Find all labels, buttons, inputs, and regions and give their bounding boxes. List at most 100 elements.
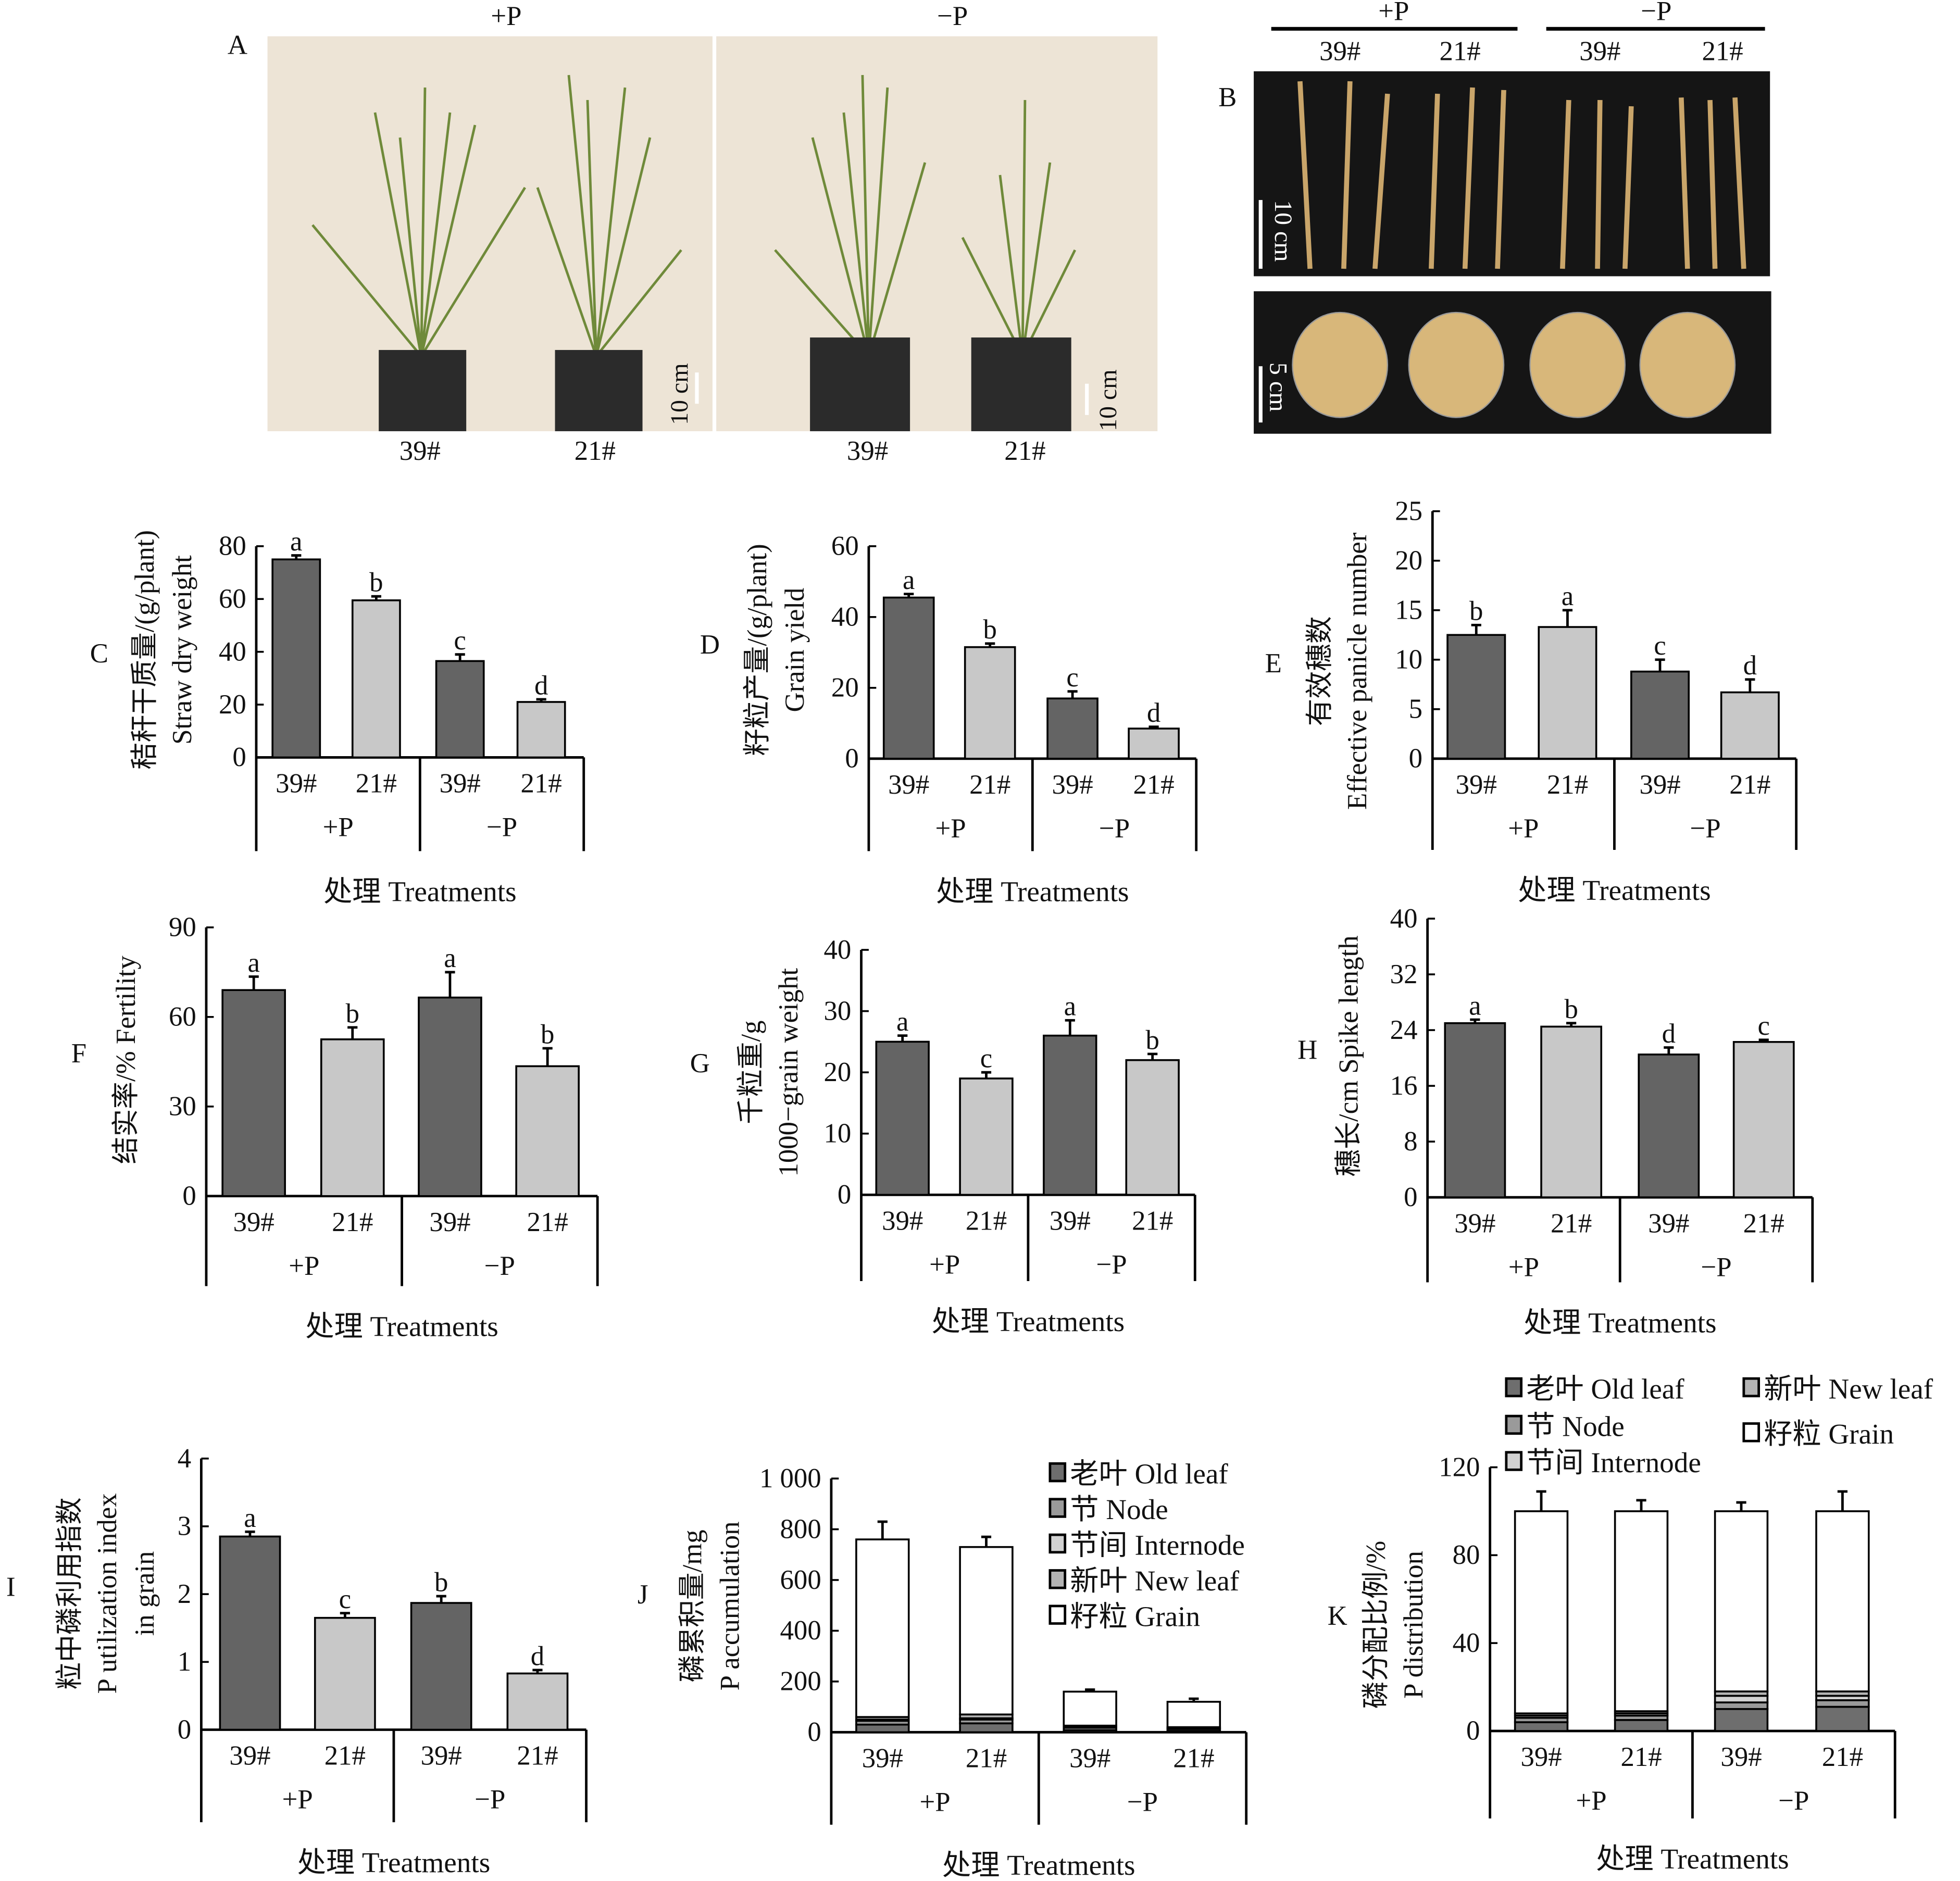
y-tick-label: 0 [1409, 744, 1422, 774]
bar-segment-old-leaf [855, 1723, 910, 1734]
significance-letter: a [290, 526, 302, 557]
x-tick-label: 39# [862, 1744, 903, 1774]
bar [1128, 728, 1180, 760]
bar-segment-node [1714, 1701, 1769, 1710]
legend-label: 籽粒 Grain [1070, 1600, 1200, 1632]
x-tick-label: 39# [1639, 770, 1680, 800]
chart-panel-j: J 0 200 400 600 800 1 000 39# 21# 39# 21# +P −P 处理 Tr… [638, 1458, 1248, 1881]
y-tick-label: 600 [780, 1565, 821, 1595]
bar-segment-old-leaf [1514, 1721, 1569, 1732]
panel-letter: J [638, 1579, 648, 1610]
y-tick-label: 1 [178, 1647, 191, 1677]
y-axis-title: P accumulation [715, 1521, 745, 1690]
group-label-plus-p: +P [1378, 0, 1409, 26]
legend-label: 新叶 New leaf [1070, 1565, 1239, 1597]
y-tick-label: 0 [845, 744, 858, 774]
bar-segment-grain [1614, 1510, 1669, 1712]
bar [506, 1672, 569, 1731]
y-tick-label: 2 [178, 1579, 191, 1609]
x-tick-label: 39# [1720, 1742, 1762, 1772]
significance-letter: a [244, 1503, 256, 1533]
y-tick-label: 60 [219, 584, 246, 614]
x-tick-label: 39# [1520, 1742, 1562, 1772]
x-tick-label: 39# [888, 770, 929, 800]
y-axis-title: Effective panicle number [1342, 532, 1372, 810]
y-tick-label: 40 [1390, 904, 1418, 934]
bar-segment-grain [1714, 1510, 1769, 1692]
bar [1540, 1025, 1603, 1198]
bar [1125, 1059, 1180, 1196]
y-tick-label: 20 [1395, 545, 1422, 575]
group-label-minus-p: −P [937, 1, 968, 31]
y-tick-label: 4 [178, 1444, 191, 1474]
plant-label: 21# [1439, 36, 1480, 66]
significance-letter: d [534, 670, 548, 700]
x-tick-label: 21# [517, 1741, 558, 1771]
x-tick-label: 21# [1551, 1208, 1592, 1238]
y-tick-label: 20 [824, 1057, 852, 1087]
photo-panicles [1254, 71, 1770, 277]
y-axis-title: Grain yield [780, 588, 810, 712]
plant-label: 39# [1579, 36, 1620, 66]
scale-bar [695, 372, 699, 404]
x-tick-label: 39# [1069, 1744, 1110, 1774]
legend-label: 籽粒 Grain [1764, 1418, 1894, 1450]
group-label-minus-p: −P [1641, 0, 1671, 26]
y-axis-title: 磷分配比例/% [1361, 1541, 1391, 1709]
significance-letter: b [369, 568, 383, 598]
significance-letter: b [983, 615, 997, 645]
bar-segment-grain [1514, 1510, 1569, 1714]
y-tick-label: 0 [232, 742, 246, 772]
bar-segment-old-leaf [1714, 1708, 1769, 1732]
x-tick-label: 39# [1456, 770, 1497, 800]
plant-label: 39# [1319, 36, 1360, 66]
x-tick-label: 39# [1052, 770, 1093, 800]
x-tick-label: 21# [332, 1207, 373, 1237]
x-tick-label: 39# [229, 1741, 270, 1771]
y-tick-label: 0 [1404, 1182, 1417, 1212]
group-label-plus-p: +P [491, 1, 521, 31]
bar [320, 1038, 385, 1197]
y-axis-title: in grain [130, 1551, 160, 1636]
group-label: −P [484, 1251, 515, 1281]
y-axis-title: P utilization index [92, 1493, 122, 1694]
x-tick-label: 21# [324, 1741, 366, 1771]
panel-letter: H [1297, 1035, 1317, 1065]
significance-letter: a [1562, 581, 1574, 611]
x-tick-label: 39# [440, 769, 481, 799]
y-tick-label: 10 [1395, 645, 1422, 675]
significance-letter: c [1758, 1011, 1770, 1041]
x-tick-label: 21# [356, 769, 397, 799]
x-axis-title: 处理 Treatments [942, 1849, 1135, 1881]
y-tick-label: 80 [1453, 1540, 1480, 1570]
bar [1043, 1034, 1097, 1196]
legend-swatch [1505, 1451, 1523, 1471]
group-label: −P [486, 812, 517, 843]
bar [1446, 634, 1506, 760]
significance-letter: b [1469, 596, 1483, 626]
y-tick-label: 800 [780, 1514, 821, 1544]
chart-panel-k: K 0 40 80 120 39# 21# 39# 21# +P −P 处理 Treatments 磷分… [1328, 1373, 1933, 1875]
x-axis-title: 处理 Treatments [936, 875, 1129, 907]
legend-swatch [1505, 1377, 1523, 1398]
x-tick-label: 21# [1173, 1744, 1214, 1774]
legend-label: 节间 Internode [1526, 1447, 1701, 1478]
y-axis-title: 粒中磷利用指数 [55, 1497, 85, 1689]
significance-letter: d [1743, 650, 1757, 681]
bar-segment-node [1815, 1699, 1870, 1708]
scale-bar-label: 10 cm [1094, 369, 1122, 431]
y-tick-label: 400 [780, 1615, 821, 1646]
significance-letter: c [1066, 662, 1078, 693]
legend-label: 新叶 New leaf [1764, 1373, 1933, 1405]
x-axis-title: 处理 Treatments [932, 1306, 1125, 1337]
bar-segment-old-leaf [1815, 1706, 1870, 1732]
bar [1046, 697, 1098, 760]
x-axis-title: 处理 Treatments [1518, 874, 1711, 906]
significance-letter: b [434, 1567, 448, 1597]
bar-segment-grain [959, 1546, 1014, 1716]
bar-segment-grain [1166, 1701, 1221, 1728]
group-label: +P [282, 1785, 313, 1815]
y-tick-label: 120 [1439, 1452, 1480, 1482]
